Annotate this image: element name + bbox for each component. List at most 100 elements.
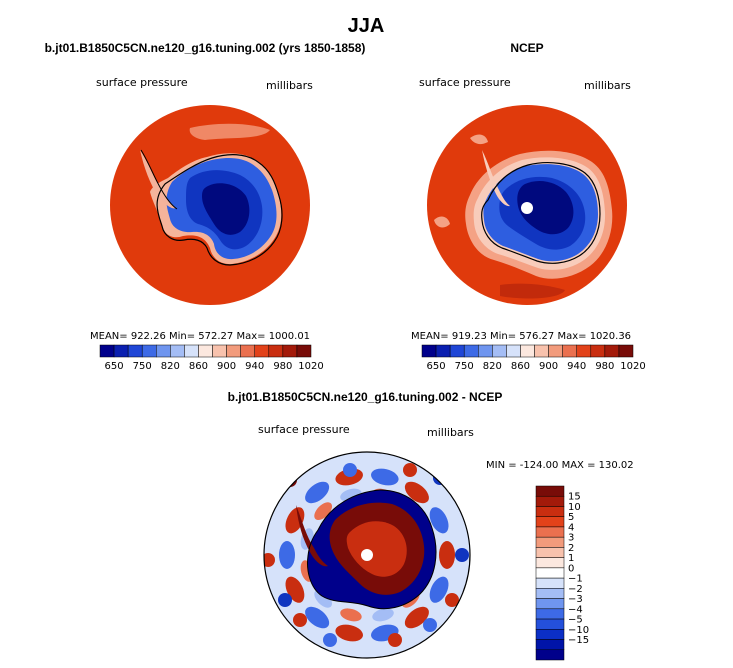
colorbar-diff-tick-label: 10 bbox=[568, 502, 581, 513]
diff-mid-blob bbox=[372, 608, 394, 622]
colorbar-model-swatch bbox=[170, 344, 185, 358]
colorbar-model-tick-label: 820 bbox=[161, 361, 180, 372]
colorbar-ncep-swatch bbox=[548, 344, 563, 358]
colorbar-ncep-tick-label: 1020 bbox=[620, 361, 645, 372]
colorbar-model-tick-label: 980 bbox=[273, 361, 292, 372]
colorbar-ncep-swatch bbox=[534, 344, 549, 358]
map-model-coastline bbox=[156, 154, 283, 266]
colorbar-model-swatch bbox=[240, 344, 255, 358]
colorbar-diff-tick-label: −5 bbox=[568, 615, 583, 626]
diff-small-blob bbox=[388, 633, 402, 647]
colorbar-ncep-swatch bbox=[576, 344, 592, 358]
colorbar-diff-tick-label: 1 bbox=[568, 553, 574, 564]
colorbar-ncep-tick-label: 820 bbox=[483, 361, 502, 372]
colorbar-diff-swatch bbox=[535, 629, 565, 640]
panel-ncep-stats: MEAN= 919.23 Min= 576.27 Max= 1020.36 bbox=[411, 331, 631, 342]
diff-mid-blob bbox=[314, 589, 333, 608]
colorbar-diff-swatch bbox=[535, 495, 565, 507]
colorbar-ncep-swatch bbox=[562, 344, 577, 358]
colorbar-model: 650 750 820 860 900 940 980 1020 bbox=[99, 344, 324, 372]
colorbar-diff-swatch bbox=[535, 557, 565, 569]
colorbar-diff-tick-label: 5 bbox=[568, 512, 574, 523]
map-model-high-band bbox=[189, 123, 270, 140]
panel-ncep-units-label: millibars bbox=[584, 79, 631, 92]
map-diff-pole-hole bbox=[361, 549, 373, 561]
figure-title: JJA bbox=[348, 15, 385, 37]
colorbar-ncep-tick-label: 900 bbox=[539, 361, 558, 372]
panel-diff-stats: MIN = -124.00 MAX = 130.02 bbox=[486, 460, 634, 471]
colorbar-model-tick-label: 650 bbox=[105, 361, 124, 372]
colorbar-model-tick-label: 900 bbox=[217, 361, 236, 372]
map-ncep-patch-3 bbox=[600, 273, 615, 284]
colorbar-diff-swatch bbox=[535, 547, 565, 558]
colorbar-model-swatch bbox=[226, 344, 241, 358]
colorbar-model-swatch bbox=[156, 344, 171, 358]
diff-mid-blob bbox=[340, 608, 362, 622]
diff-small-blob bbox=[283, 473, 297, 487]
colorbar-diff-swatch bbox=[535, 618, 565, 630]
colorbar-diff-tick-label: 2 bbox=[568, 543, 574, 554]
diff-small-blob bbox=[278, 593, 292, 607]
colorbar-model-swatch bbox=[99, 344, 115, 358]
map-model-peninsula-coast bbox=[140, 149, 178, 210]
diff-mid-blob bbox=[314, 502, 333, 521]
diff-outer-blob bbox=[335, 624, 363, 642]
colorbar-model-tick-label: 940 bbox=[245, 361, 264, 372]
diff-small-blob bbox=[293, 613, 307, 627]
panel-ncep-variable-label: surface pressure bbox=[419, 76, 511, 89]
colorbar-ncep-swatch bbox=[492, 344, 507, 358]
colorbar-model-swatch bbox=[282, 344, 298, 358]
colorbar-ncep-tick-label: 940 bbox=[567, 361, 586, 372]
panel-diff-subtitle: b.jt01.B1850C5CN.ne120_g16.tuning.002 - … bbox=[228, 390, 503, 404]
colorbar-model-swatch bbox=[198, 344, 213, 358]
colorbar-ncep-swatch bbox=[590, 344, 606, 358]
diff-outer-blob bbox=[404, 481, 429, 504]
colorbar-diff-swatch bbox=[535, 649, 565, 661]
panel-diff-units-label: millibars bbox=[427, 426, 474, 439]
colorbar-diff-tick-label: 4 bbox=[568, 522, 574, 533]
diff-outer-blob bbox=[279, 541, 295, 569]
colorbar-diff-swatch bbox=[535, 516, 565, 528]
panel-model-variable-label: surface pressure bbox=[96, 76, 188, 89]
panel-model-stats: MEAN= 922.26 Min= 572.27 Max= 1000.01 bbox=[90, 331, 310, 342]
colorbar-model-tick-label: 750 bbox=[133, 361, 152, 372]
colorbar-ncep-tick-label: 650 bbox=[427, 361, 446, 372]
diff-coastline bbox=[307, 489, 437, 610]
colorbar-diff-tick-label: −10 bbox=[568, 625, 589, 636]
colorbar-diff-tick-label: 3 bbox=[568, 533, 574, 544]
colorbar-diff-tick-label: 15 bbox=[568, 492, 581, 503]
colorbar-diff-swatch bbox=[535, 526, 565, 538]
colorbar-model-tick-label: 860 bbox=[189, 361, 208, 372]
map-panel-model bbox=[110, 105, 310, 305]
colorbar-ncep-swatch bbox=[506, 344, 521, 358]
colorbar-diff-tick-label: −4 bbox=[568, 604, 583, 615]
diff-small-blob bbox=[455, 548, 469, 562]
colorbar-ncep-tick-label: 860 bbox=[511, 361, 530, 372]
map-ncep-ice-sheet-core bbox=[517, 180, 574, 235]
colorbar-diff-swatch bbox=[535, 639, 565, 651]
diff-small-blob bbox=[343, 463, 357, 477]
colorbar-diff-swatch bbox=[535, 588, 565, 599]
map-ncep-pole-hole bbox=[521, 202, 533, 214]
diff-outer-blob bbox=[371, 468, 399, 486]
diff-outer-blob bbox=[429, 576, 449, 603]
panel-ncep-subtitle: NCEP bbox=[510, 41, 543, 55]
map-panel-ncep bbox=[427, 105, 627, 305]
colorbar-model-swatch bbox=[296, 344, 312, 358]
diff-small-blob bbox=[403, 463, 417, 477]
colorbar-model-swatch bbox=[184, 344, 199, 358]
colorbar-model-swatch bbox=[254, 344, 270, 358]
diff-small-blob bbox=[445, 593, 459, 607]
colorbar-model-swatch bbox=[141, 344, 157, 358]
colorbar-diff-tick-label: 0 bbox=[568, 563, 574, 574]
colorbar-model-swatch bbox=[127, 344, 143, 358]
diff-outer-blob bbox=[305, 606, 330, 629]
colorbar-diff-tick-label: −3 bbox=[568, 594, 583, 605]
panel-model-units-label: millibars bbox=[266, 79, 313, 92]
colorbar-ncep-swatch bbox=[463, 344, 479, 358]
panel-diff-variable-label: surface pressure bbox=[258, 423, 350, 436]
colorbar-diff-swatch bbox=[535, 506, 565, 517]
map-ncep-patch-2 bbox=[434, 216, 450, 228]
map-ncep-coastline bbox=[481, 162, 601, 264]
